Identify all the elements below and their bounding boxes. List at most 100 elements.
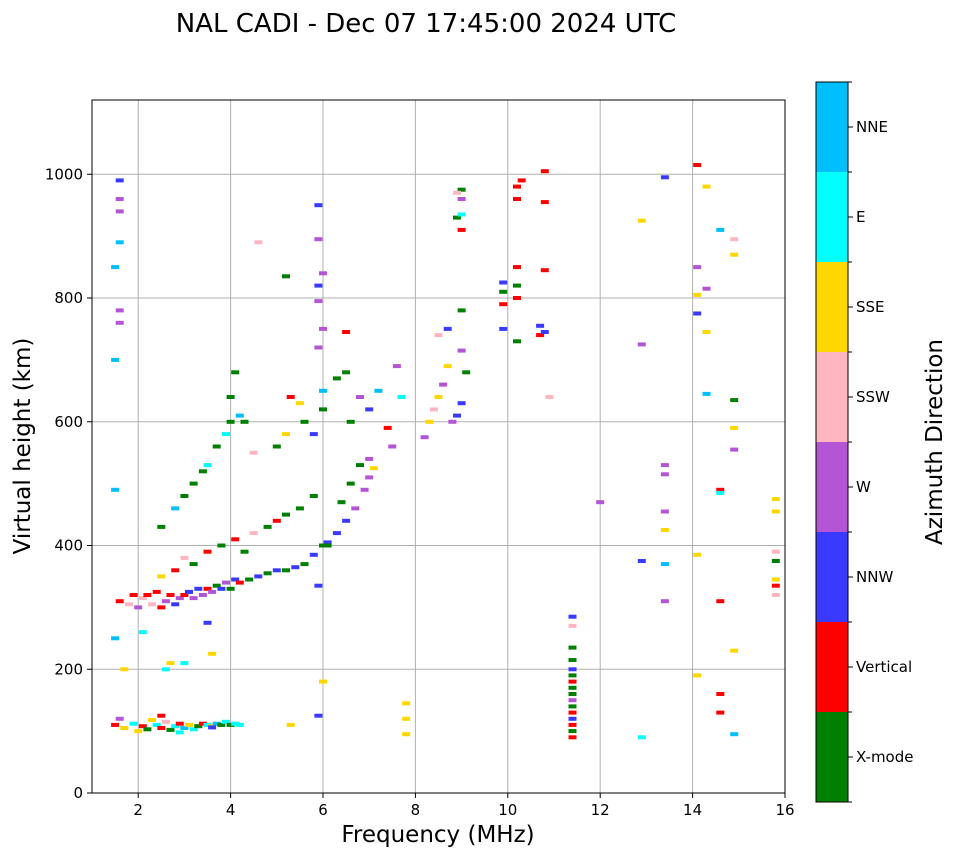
x-tick-label: 16 bbox=[775, 801, 794, 819]
echo-point bbox=[383, 425, 392, 430]
echo-point bbox=[457, 348, 466, 353]
echo-point bbox=[254, 240, 263, 245]
echo-point bbox=[254, 574, 263, 579]
echo-point bbox=[231, 370, 240, 375]
echo-point bbox=[157, 605, 166, 610]
y-tick-label: 200 bbox=[54, 660, 83, 678]
echo-point bbox=[457, 308, 466, 313]
echo-point bbox=[134, 729, 143, 734]
echo-point bbox=[716, 490, 725, 495]
echo-point bbox=[660, 599, 669, 604]
colorbar-label-item: Vertical bbox=[856, 658, 912, 676]
echo-point bbox=[596, 500, 605, 505]
echo-point bbox=[152, 722, 161, 727]
echo-point bbox=[568, 645, 577, 650]
echo-point bbox=[342, 518, 351, 523]
x-tick-label: 6 bbox=[318, 801, 328, 819]
echo-point bbox=[453, 190, 461, 195]
echo-point bbox=[702, 286, 711, 291]
echo-point bbox=[568, 716, 577, 721]
echo-point bbox=[203, 549, 212, 554]
echo-point bbox=[272, 518, 281, 523]
echo-point bbox=[346, 419, 355, 424]
echo-point bbox=[272, 568, 281, 573]
colorbar-segment bbox=[816, 262, 848, 352]
colorbar-segment bbox=[816, 352, 848, 442]
echo-point bbox=[286, 722, 295, 727]
echo-point bbox=[439, 382, 448, 387]
colorbar-segment bbox=[816, 172, 848, 262]
echo-point bbox=[356, 395, 364, 399]
echo-point bbox=[166, 593, 175, 597]
echo-point bbox=[314, 283, 323, 288]
echo-point bbox=[513, 184, 521, 189]
echo-point bbox=[443, 326, 452, 331]
echo-point bbox=[194, 724, 203, 729]
echo-point bbox=[702, 391, 711, 396]
echo-point bbox=[222, 580, 230, 585]
echo-point bbox=[402, 701, 411, 706]
echo-point bbox=[120, 726, 129, 730]
echo-point bbox=[771, 593, 780, 597]
echo-point bbox=[730, 425, 739, 430]
x-tick-label: 14 bbox=[683, 801, 702, 819]
echo-point bbox=[203, 620, 212, 625]
echo-point bbox=[730, 648, 739, 653]
echo-point bbox=[637, 218, 646, 223]
colorbar-segment bbox=[816, 712, 848, 802]
colorbar-label-item: NNW bbox=[856, 568, 893, 586]
echo-point bbox=[138, 630, 147, 635]
echo-point bbox=[568, 692, 577, 696]
echo-point bbox=[319, 326, 327, 331]
echo-point bbox=[226, 395, 235, 399]
echo-point bbox=[771, 509, 780, 514]
echo-point bbox=[263, 524, 272, 529]
echo-point bbox=[161, 667, 170, 672]
echo-point bbox=[342, 330, 351, 334]
echo-point bbox=[693, 292, 702, 297]
echo-point bbox=[231, 721, 240, 726]
echo-point bbox=[157, 713, 166, 718]
echo-point bbox=[771, 497, 780, 502]
echo-point bbox=[198, 469, 207, 474]
echo-point bbox=[111, 357, 120, 362]
echo-point bbox=[226, 586, 235, 591]
echo-point bbox=[143, 727, 152, 732]
echo-point bbox=[637, 559, 646, 563]
echo-point bbox=[175, 721, 184, 726]
echo-point bbox=[115, 209, 124, 214]
echo-point bbox=[568, 685, 577, 690]
echo-point bbox=[189, 562, 198, 567]
echo-point bbox=[282, 512, 290, 517]
echo-point bbox=[660, 175, 669, 180]
echo-point bbox=[457, 227, 466, 232]
echo-point bbox=[568, 614, 577, 619]
echo-point bbox=[235, 722, 244, 727]
echo-point bbox=[134, 605, 143, 610]
colorbar-label-item: W bbox=[856, 478, 871, 496]
echo-point bbox=[115, 197, 124, 201]
echo-point bbox=[180, 661, 189, 666]
echo-point bbox=[568, 710, 577, 715]
echo-point bbox=[148, 602, 157, 607]
echo-point bbox=[337, 500, 346, 505]
echo-point bbox=[245, 577, 254, 582]
echo-point bbox=[198, 721, 207, 726]
x-tick-label: 10 bbox=[498, 801, 517, 819]
echo-point bbox=[716, 692, 725, 696]
colorbar-label-item: X-mode bbox=[856, 748, 913, 766]
echo-point bbox=[513, 339, 521, 344]
echo-point bbox=[568, 623, 577, 628]
echo-point bbox=[453, 413, 461, 418]
echo-point bbox=[568, 667, 577, 672]
echo-point bbox=[457, 212, 466, 217]
echo-point bbox=[429, 407, 438, 412]
echo-point bbox=[499, 289, 508, 294]
echo-point bbox=[513, 197, 521, 201]
echo-point bbox=[374, 388, 383, 393]
y-tick-label: 1000 bbox=[45, 165, 83, 183]
echo-point bbox=[231, 537, 240, 542]
echo-point bbox=[319, 543, 327, 548]
y-axis-label: Virtual height (km) bbox=[10, 338, 36, 555]
